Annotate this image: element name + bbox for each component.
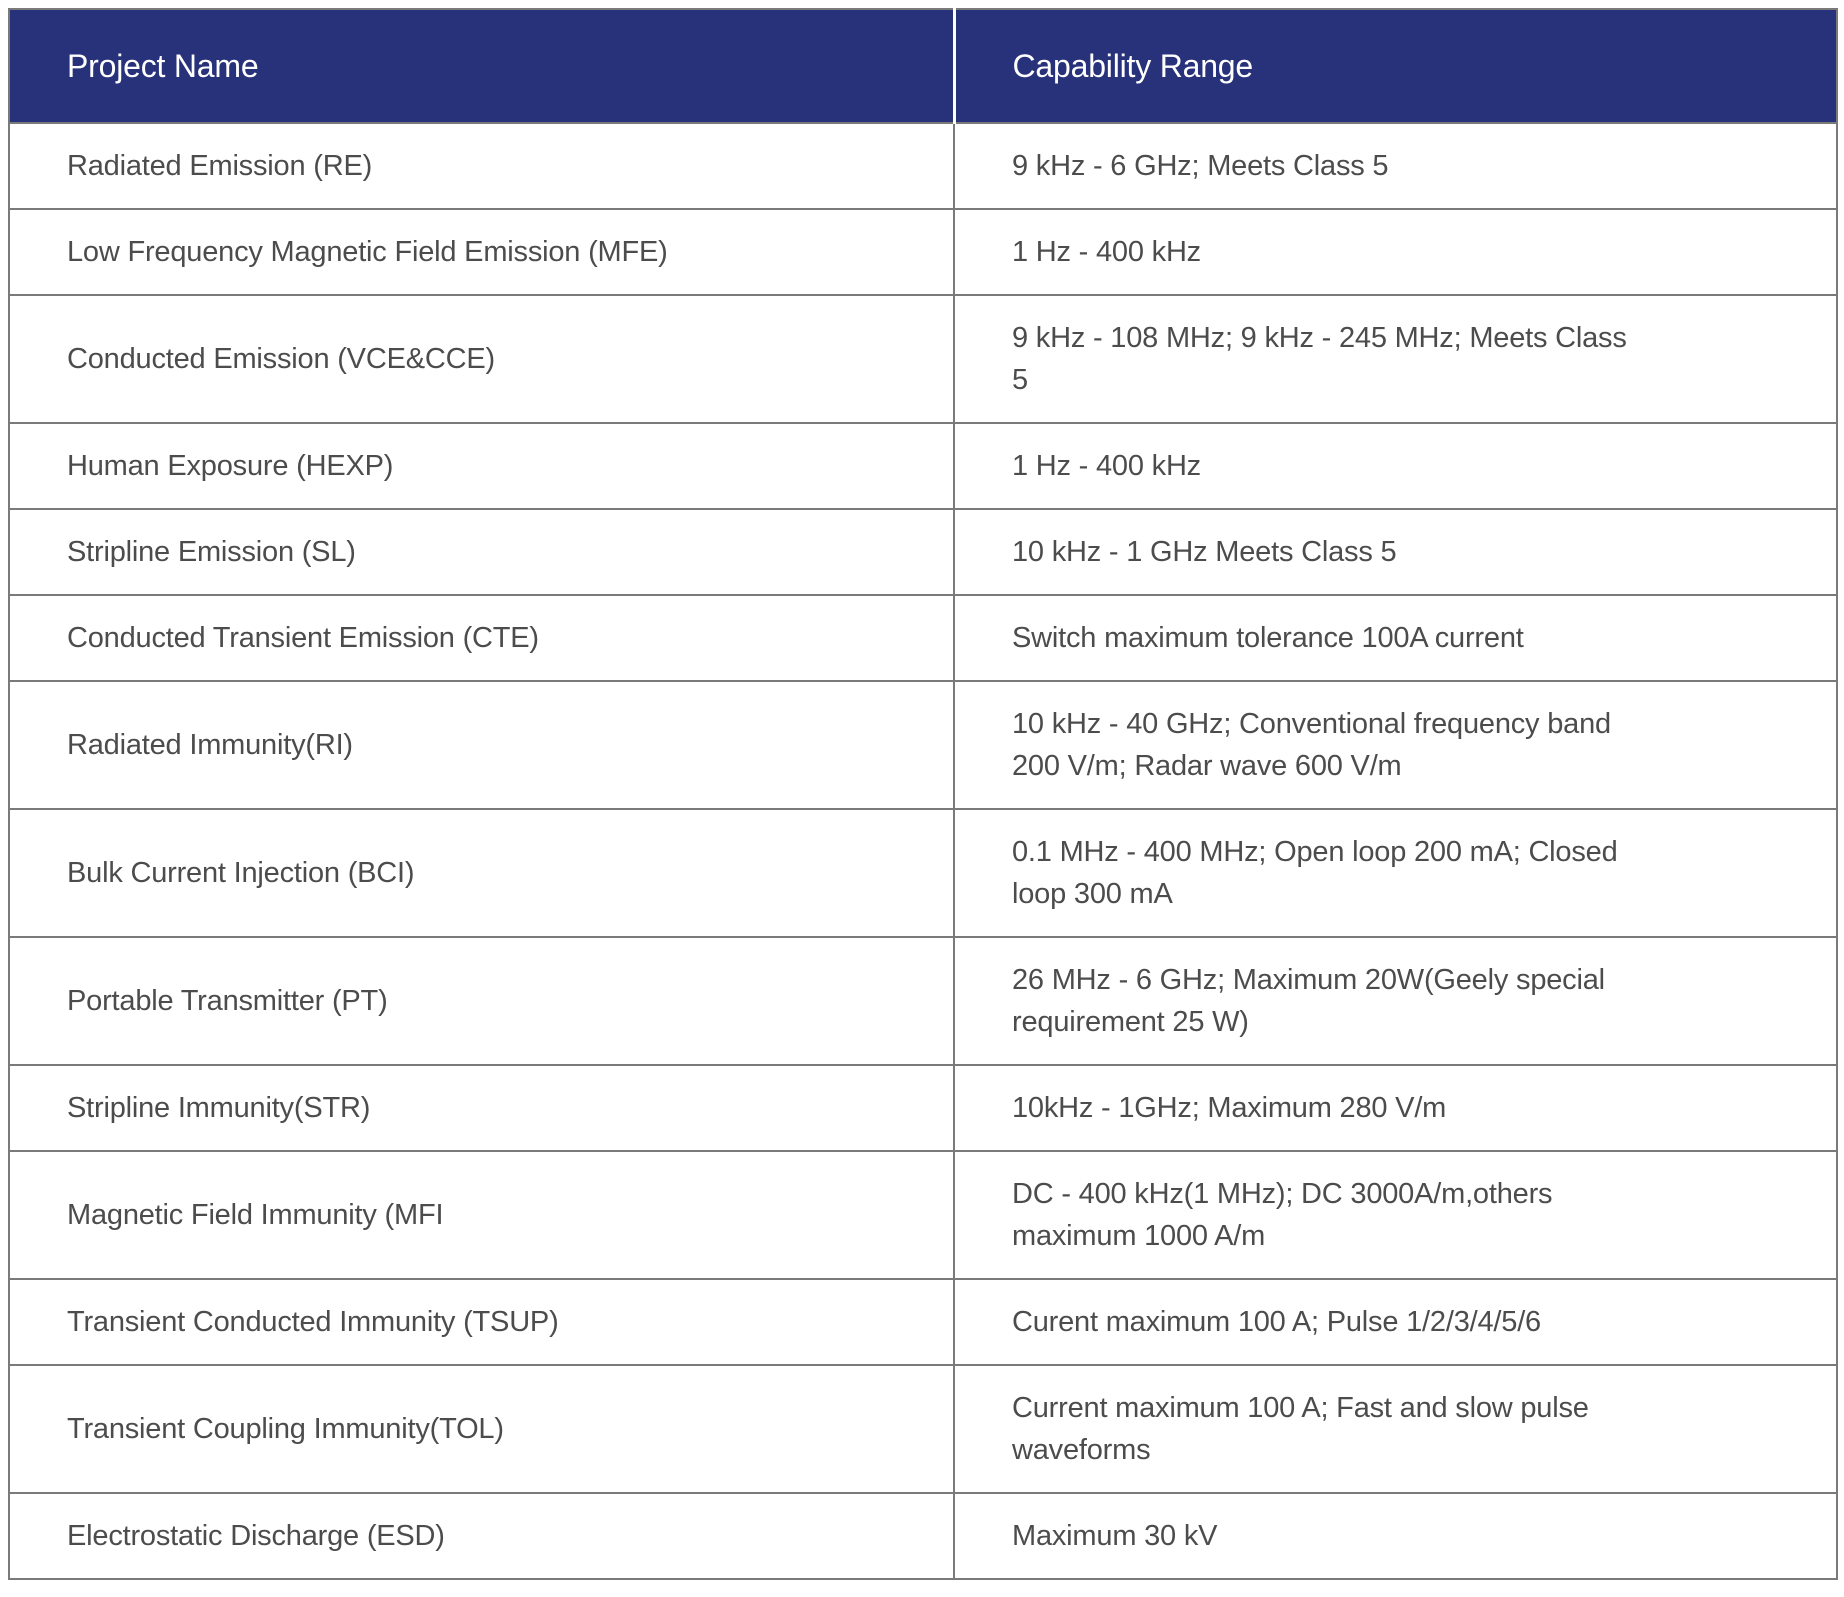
- project-name-cell: Transient Conducted Immunity (TSUP): [8, 1278, 955, 1366]
- capability-cell: Switch maximum tolerance 100A current: [953, 594, 1838, 682]
- capability-cell: Current maximum 100 A; Fast and slow pul…: [953, 1364, 1838, 1494]
- table-row: Magnetic Field Immunity (MFI DC - 400 kH…: [8, 1150, 1838, 1280]
- table-row: Bulk Current Injection (BCI) 0.1 MHz - 4…: [8, 808, 1838, 938]
- capability-cell: DC - 400 kHz(1 MHz); DC 3000A/m,others m…: [953, 1150, 1838, 1280]
- project-name-cell: Low Frequency Magnetic Field Emission (M…: [8, 208, 955, 296]
- table-row: Conducted Emission (VCE&CCE) 9 kHz - 108…: [8, 294, 1838, 424]
- capability-cell: 9 kHz - 6 GHz; Meets Class 5: [953, 122, 1838, 210]
- header-row: Project Name Capability Range: [8, 8, 1838, 124]
- capability-table: Project Name Capability Range Radiated E…: [8, 8, 1838, 1580]
- capability-cell: Curent maximum 100 A; Pulse 1/2/3/4/5/6: [953, 1278, 1838, 1366]
- capability-cell: 0.1 MHz - 400 MHz; Open loop 200 mA; Clo…: [953, 808, 1838, 938]
- capability-cell: 1 Hz - 400 kHz: [953, 208, 1838, 296]
- project-name-cell: Portable Transmitter (PT): [8, 936, 955, 1066]
- capability-cell: 26 MHz - 6 GHz; Maximum 20W(Geely specia…: [953, 936, 1838, 1066]
- capability-cell: 10kHz - 1GHz; Maximum 280 V/m: [953, 1064, 1838, 1152]
- project-name-cell: Stripline Immunity(STR): [8, 1064, 955, 1152]
- project-name-cell: Conducted Transient Emission (CTE): [8, 594, 955, 682]
- table-body: Radiated Emission (RE) 9 kHz - 6 GHz; Me…: [8, 122, 1838, 1580]
- project-name-cell: Radiated Emission (RE): [8, 122, 955, 210]
- project-name-cell: Human Exposure (HEXP): [8, 422, 955, 510]
- table-row: Radiated Emission (RE) 9 kHz - 6 GHz; Me…: [8, 122, 1838, 210]
- table-row: Stripline Emission (SL) 10 kHz - 1 GHz M…: [8, 508, 1838, 596]
- table-row: Transient Coupling Immunity(TOL) Current…: [8, 1364, 1838, 1494]
- table-row: Radiated Immunity(RI) 10 kHz - 40 GHz; C…: [8, 680, 1838, 810]
- column-header-project-name: Project Name: [8, 8, 956, 124]
- project-name-cell: Transient Coupling Immunity(TOL): [8, 1364, 955, 1494]
- table-row: Low Frequency Magnetic Field Emission (M…: [8, 208, 1838, 296]
- table-row: Stripline Immunity(STR) 10kHz - 1GHz; Ma…: [8, 1064, 1838, 1152]
- table-row: Electrostatic Discharge (ESD) Maximum 30…: [8, 1492, 1838, 1580]
- project-name-cell: Conducted Emission (VCE&CCE): [8, 294, 955, 424]
- project-name-cell: Magnetic Field Immunity (MFI: [8, 1150, 955, 1280]
- project-name-cell: Bulk Current Injection (BCI): [8, 808, 955, 938]
- capability-cell: Maximum 30 kV: [953, 1492, 1838, 1580]
- project-name-cell: Radiated Immunity(RI): [8, 680, 955, 810]
- column-header-capability-range: Capability Range: [952, 8, 1838, 124]
- table-row: Conducted Transient Emission (CTE) Switc…: [8, 594, 1838, 682]
- table-row: Human Exposure (HEXP) 1 Hz - 400 kHz: [8, 422, 1838, 510]
- capability-cell: 10 kHz - 40 GHz; Conventional frequency …: [953, 680, 1838, 810]
- table-header: Project Name Capability Range: [8, 8, 1838, 124]
- table-row: Portable Transmitter (PT) 26 MHz - 6 GHz…: [8, 936, 1838, 1066]
- capability-cell: 9 kHz - 108 MHz; 9 kHz - 245 MHz; Meets …: [953, 294, 1838, 424]
- table-row: Transient Conducted Immunity (TSUP) Cure…: [8, 1278, 1838, 1366]
- capability-cell: 10 kHz - 1 GHz Meets Class 5: [953, 508, 1838, 596]
- project-name-cell: Electrostatic Discharge (ESD): [8, 1492, 955, 1580]
- project-name-cell: Stripline Emission (SL): [8, 508, 955, 596]
- capability-cell: 1 Hz - 400 kHz: [953, 422, 1838, 510]
